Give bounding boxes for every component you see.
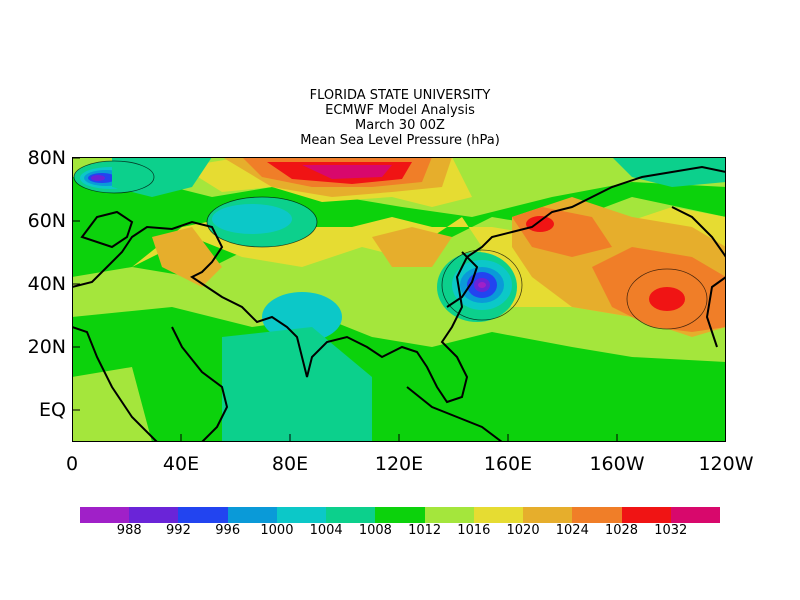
region-1024-west [152,227,222,287]
colorbar-label: 988 [116,523,142,538]
lat-label-20n: 20N [27,336,66,358]
coastline-indonesia [406,386,503,442]
low-japan-988 [478,282,486,288]
isobar-pacific [626,268,708,330]
coastline-africa-east [171,326,229,442]
coastline-scandinavia [80,210,134,249]
colorbar-swatch [424,507,474,523]
axis-ticks [72,157,618,442]
lat-label-80n: 80N [27,147,66,169]
region-1036 [302,165,392,179]
colorbar-swatch [621,507,671,523]
coastline-eurasia [72,165,726,404]
low-russia-1004 [212,204,292,234]
lon-label-120e: 120E [374,453,424,475]
colorbar-swatch [80,507,130,523]
low-iceland-992 [91,175,105,181]
coastline-north-america-west [705,276,726,348]
colorbar-swatch [276,507,327,523]
map-title: FLORIDA STATE UNIVERSITY ECMWF Model Ana… [200,88,600,148]
title-date: March 30 00Z [355,118,445,133]
low-india-1004 [262,292,342,342]
colorbar-label: 1004 [309,523,343,538]
title-model: ECMWF Model Analysis [325,103,475,118]
lat-label-60n: 60N [27,210,66,232]
lat-label-40n: 40N [27,273,66,295]
colorbar-swatch [670,507,721,523]
colorbar-swatch [375,507,425,523]
colorbar-label: 1008 [358,523,392,538]
high-center-pacific [649,287,685,311]
coastlines [72,165,726,442]
colorbar-label: 1032 [654,523,688,538]
colorbar-swatch [129,507,179,523]
high-center-bering [526,216,554,232]
isobar-iceland [73,160,155,194]
lon-label-0: 0 [65,453,79,475]
colorbar-swatch [523,507,573,523]
pressure-colorbar [80,507,721,523]
region-1008-north-atlantic [112,157,212,197]
pressure-field [72,157,726,442]
colorbar-swatch [326,507,376,523]
lon-label-160e: 160E [483,453,533,475]
colorbar-swatch [572,507,622,523]
colorbar-swatch [227,507,277,523]
colorbar-label: 1016 [457,523,491,538]
lon-label-160w: 160W [589,453,645,475]
title-institution: FLORIDA STATE UNIVERSITY [309,88,491,103]
colorbar-label: 1024 [555,523,589,538]
lon-label-40e: 40E [162,453,200,475]
lat-label-eq: EQ [39,399,66,421]
pressure-map [72,157,726,442]
colorbar-label: 1020 [506,523,540,538]
title-variable: Mean Sea Level Pressure (hPa) [300,133,500,148]
region-1024-central [372,227,452,267]
colorbar-swatch [473,507,524,523]
coastline-africa-west [72,326,158,442]
colorbar-swatch [178,507,228,523]
lon-label-120w: 120W [698,453,754,475]
isobar-lines [73,160,708,330]
region-1016-africa-south [72,367,152,442]
colorbar-label: 1000 [260,523,294,538]
lon-label-80e: 80E [271,453,309,475]
coastline-japan [446,251,479,308]
isobar-japan [441,249,523,321]
coastline-alaska [671,206,726,258]
colorbar-label: 992 [166,523,191,538]
region-1008-indian-ocean [222,327,372,442]
isobar-russia [206,196,318,248]
colorbar-label: 1028 [604,523,639,538]
colorbar-label: 1012 [408,523,442,538]
colorbar-label: 996 [215,523,241,538]
